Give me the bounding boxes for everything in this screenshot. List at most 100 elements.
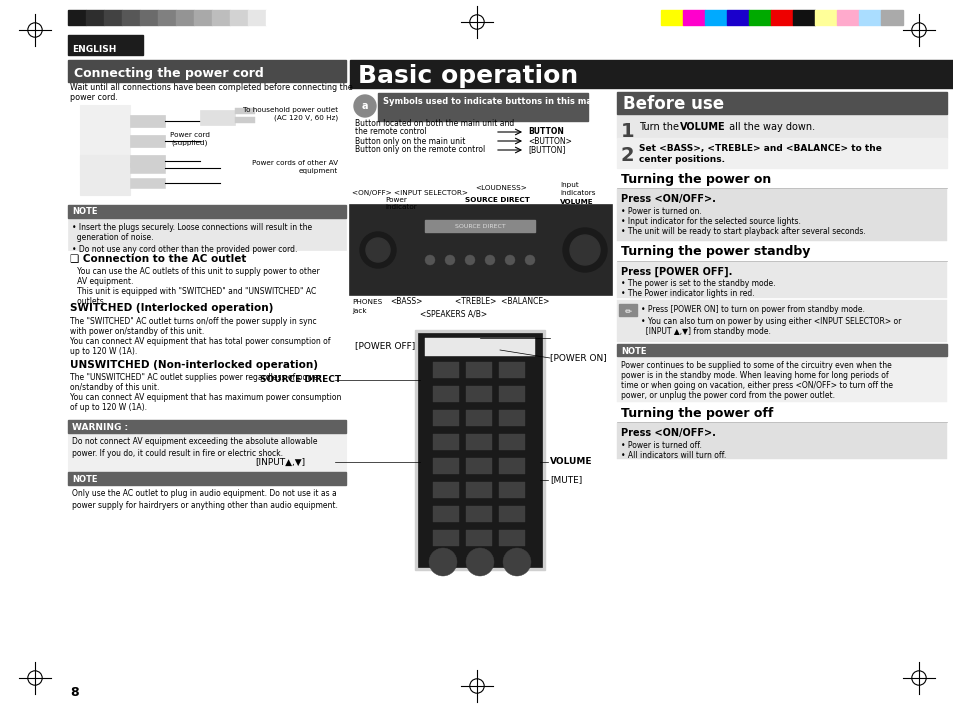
Circle shape — [354, 95, 375, 117]
Bar — [617, 189, 946, 241]
Text: <LOUDNESS>: <LOUDNESS> — [475, 185, 526, 191]
Text: Button located on both the main unit and: Button located on both the main unit and — [355, 118, 514, 127]
Text: indicators: indicators — [559, 190, 595, 196]
Text: Press <ON/OFF>.: Press <ON/OFF>. — [620, 428, 715, 438]
Circle shape — [429, 548, 456, 576]
Text: • Insert the plugs securely. Loose connections will result in the: • Insert the plugs securely. Loose conne… — [71, 222, 312, 232]
Text: • All indicators will turn off.: • All indicators will turn off. — [620, 450, 725, 459]
Bar — [230, 10, 248, 25]
Bar — [792, 10, 814, 25]
Text: <TREBLE>  <BALANCE>: <TREBLE> <BALANCE> — [455, 297, 549, 307]
Text: UNSWITCHED (Non-interlocked operation): UNSWITCHED (Non-interlocked operation) — [70, 360, 317, 370]
Bar — [770, 10, 792, 25]
Bar — [68, 60, 346, 82]
Bar — [726, 10, 748, 25]
Text: You can connect AV equipment that has total power consumption of: You can connect AV equipment that has to… — [70, 336, 330, 346]
Bar — [266, 10, 284, 25]
Bar — [140, 10, 158, 25]
Text: time or when going on vacation, either press <ON/OFF> to turn off the: time or when going on vacation, either p… — [620, 382, 892, 391]
Bar — [465, 506, 492, 522]
Bar — [498, 410, 524, 426]
Bar — [350, 60, 953, 88]
Text: SOURCE DIRECT: SOURCE DIRECT — [260, 375, 341, 384]
Bar — [617, 423, 946, 459]
Bar — [617, 114, 946, 138]
Bar — [465, 482, 492, 498]
Bar — [415, 330, 544, 570]
Bar — [68, 10, 86, 25]
Text: power cord.: power cord. — [70, 93, 118, 101]
Bar — [234, 117, 254, 123]
Bar — [80, 105, 130, 175]
Text: • Input indicator for the selected source lights.: • Input indicator for the selected sourc… — [620, 217, 800, 226]
Bar — [68, 205, 346, 218]
Bar — [433, 386, 458, 402]
Bar — [498, 386, 524, 402]
Text: up to 120 W (1A).: up to 120 W (1A). — [70, 346, 137, 355]
Bar — [617, 92, 946, 114]
Text: ✏: ✏ — [624, 307, 631, 316]
Text: • Power is turned off.: • Power is turned off. — [620, 440, 701, 450]
Text: 1: 1 — [620, 122, 634, 141]
Bar — [122, 10, 140, 25]
Bar — [433, 434, 458, 450]
Text: Turning the power standby: Turning the power standby — [620, 246, 809, 258]
Bar — [130, 115, 165, 127]
Bar — [68, 218, 346, 250]
Bar — [175, 10, 193, 25]
Text: Connecting the power cord: Connecting the power cord — [74, 67, 263, 81]
Bar — [498, 362, 524, 378]
Text: NOTE: NOTE — [71, 474, 97, 484]
Bar — [433, 362, 458, 378]
Bar — [234, 108, 254, 114]
Text: ENGLISH: ENGLISH — [71, 45, 116, 54]
Circle shape — [484, 255, 495, 265]
Bar — [498, 458, 524, 474]
Bar — [104, 10, 122, 25]
Text: Before use: Before use — [622, 95, 723, 113]
Bar — [880, 10, 902, 25]
Text: • The Power indicator lights in red.: • The Power indicator lights in red. — [620, 290, 754, 299]
Text: (AC 120 V, 60 Hz): (AC 120 V, 60 Hz) — [274, 115, 337, 121]
Text: The "UNSWITCHED" AC outlet supplies power regardless of power: The "UNSWITCHED" AC outlet supplies powe… — [70, 374, 321, 382]
Text: [INPUT ▲,▼] from standby mode.: [INPUT ▲,▼] from standby mode. — [640, 328, 770, 336]
Text: generation of noise.: generation of noise. — [71, 234, 153, 243]
Text: PHONES: PHONES — [352, 299, 382, 305]
Text: WARNING :: WARNING : — [71, 423, 128, 431]
Text: [BUTTON]: [BUTTON] — [527, 146, 565, 154]
Bar — [433, 506, 458, 522]
Bar — [377, 93, 587, 121]
Text: the remote control: the remote control — [355, 127, 426, 137]
Text: with power on/standby of this unit.: with power on/standby of this unit. — [70, 326, 204, 336]
Bar — [86, 10, 104, 25]
Bar — [68, 433, 346, 471]
Bar — [433, 410, 458, 426]
Text: Press [POWER OFF].: Press [POWER OFF]. — [620, 267, 732, 277]
Text: <BASS>: <BASS> — [390, 297, 422, 307]
Text: a: a — [361, 101, 368, 111]
Bar — [465, 458, 492, 474]
Bar — [130, 135, 165, 147]
Text: You can use the AC outlets of this unit to supply power to other: You can use the AC outlets of this unit … — [70, 266, 319, 275]
Bar — [617, 356, 946, 402]
Text: Power: Power — [385, 197, 406, 203]
Bar — [212, 10, 230, 25]
Text: Button only on the remote control: Button only on the remote control — [355, 146, 485, 154]
Text: <SPEAKERS A/B>: <SPEAKERS A/B> — [419, 309, 487, 319]
Text: Button only on the main unit: Button only on the main unit — [355, 137, 465, 146]
Circle shape — [502, 548, 531, 576]
Text: (supplied): (supplied) — [172, 139, 208, 147]
Circle shape — [562, 228, 606, 272]
Bar — [858, 10, 880, 25]
Bar — [433, 530, 458, 546]
Text: [POWER OFF]: [POWER OFF] — [355, 341, 415, 350]
Bar — [617, 262, 946, 298]
Circle shape — [424, 255, 435, 265]
Bar — [498, 434, 524, 450]
Bar — [130, 178, 165, 188]
Text: Symbols used to indicate buttons in this manual: Symbols used to indicate buttons in this… — [382, 98, 612, 106]
Text: Power cord: Power cord — [170, 132, 210, 138]
Text: Power continues to be supplied to some of the circuitry even when the: Power continues to be supplied to some o… — [620, 362, 891, 370]
Text: equipment: equipment — [298, 168, 337, 174]
Text: ❑ Connection to the AC outlet: ❑ Connection to the AC outlet — [70, 253, 246, 263]
